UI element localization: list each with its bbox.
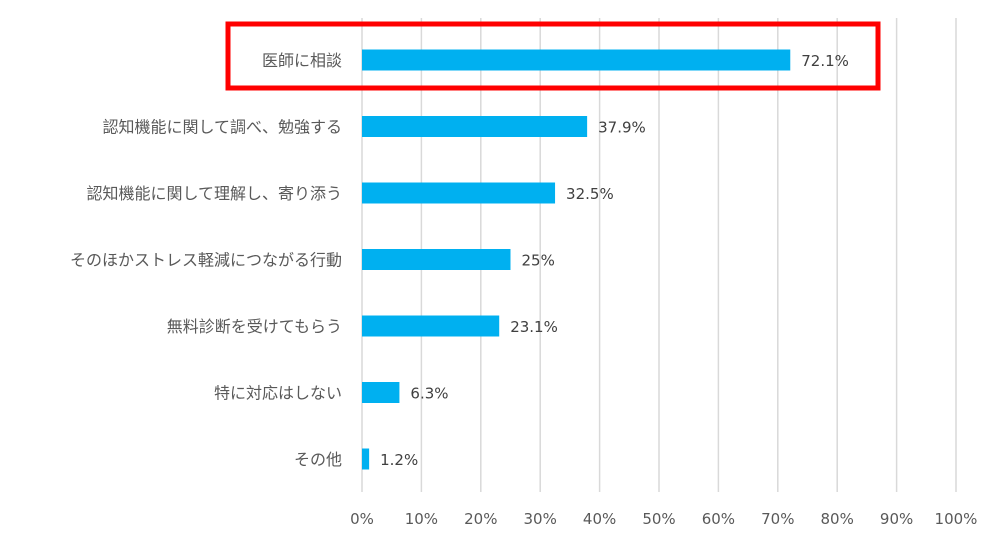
data-label: 25% [522,252,555,270]
data-label: 37.9% [598,119,646,137]
x-tick-label: 60% [702,510,735,528]
x-tick-label: 100% [935,510,978,528]
data-label: 23.1% [510,318,558,336]
x-tick-label: 40% [583,510,616,528]
category-label: 特に対応はしない [214,384,342,403]
bar [362,49,791,71]
x-tick-label: 0% [350,510,374,528]
data-label: 32.5% [566,185,614,203]
data-label: 6.3% [410,385,448,403]
x-axis-ticks: 0% 10% 20% 30% 40% 50% 60% 70% 80% 90% 100% [350,510,977,528]
bar [362,448,370,470]
x-tick-label: 80% [821,510,854,528]
bar [362,249,511,270]
x-tick-label: 50% [642,510,675,528]
category-label: 認知機能に関して調べ、勉強する [102,118,342,137]
x-tick-label: 70% [761,510,794,528]
x-tick-label: 30% [524,510,557,528]
bar [362,116,588,137]
highlight-layer [225,21,881,91]
data-label: 72.1% [801,52,849,70]
bar [362,315,500,337]
highlight-box [225,21,881,91]
category-label: 無料診断を受けてもらう [167,317,342,336]
bars [362,49,791,470]
x-tick-label: 10% [405,510,438,528]
category-label: 認知機能に関して理解し、寄り添う [86,184,342,203]
value-labels: 72.1% 37.9% 32.5% 25% 23.1% 6.3% 1.2% [380,52,849,469]
x-tick-label: 20% [464,510,497,528]
x-tick-label: 90% [880,510,913,528]
category-label: そのほかストレス軽減につながる行動 [70,251,342,270]
gridlines [361,18,957,492]
bar [362,182,556,204]
category-labels: 医師に相談認知機能に関して調べ、勉強する認知機能に関して理解し、寄り添うそのほか… [70,51,342,469]
category-label: 医師に相談 [262,51,342,70]
data-label: 1.2% [380,451,418,469]
bar [362,382,400,403]
category-label: その他 [294,450,342,469]
